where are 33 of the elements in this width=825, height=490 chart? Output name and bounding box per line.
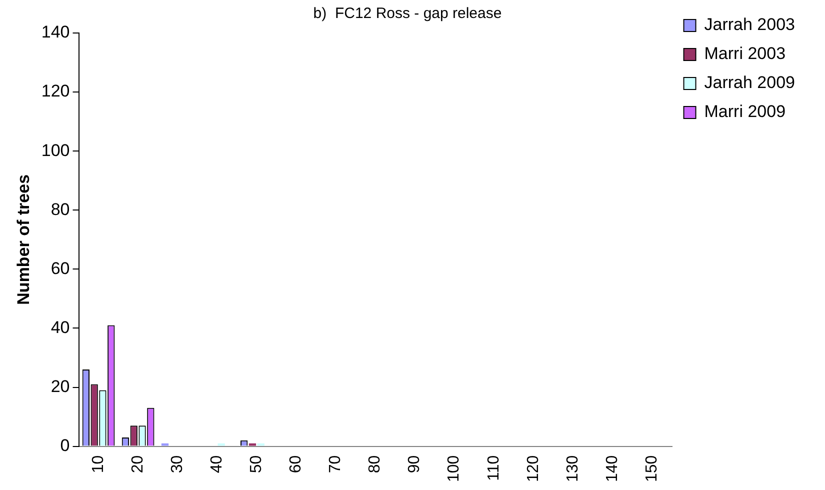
y-tick-label: 120 — [41, 82, 70, 101]
x-tick-label: 50 — [248, 455, 266, 474]
x-tick-label: 10 — [90, 455, 107, 474]
x-tick-label: 70 — [327, 455, 344, 474]
x-tick-label: 30 — [169, 455, 186, 474]
y-axis-title: Number of trees — [14, 174, 33, 305]
y-tick-label: 100 — [41, 140, 70, 160]
x-tick-label: 90 — [406, 455, 424, 474]
y-tick-label: 40 — [50, 318, 70, 337]
x-tick-label: 130 — [564, 455, 582, 482]
y-tick-label: 140 — [41, 22, 70, 42]
legend-label: Jarrah 2009 — [704, 73, 796, 92]
y-tick-label: 0 — [60, 436, 70, 455]
x-tick-label: 110 — [485, 455, 502, 481]
y-tick-label: 60 — [50, 258, 70, 278]
x-tick-label: 80 — [366, 455, 384, 474]
y-tick-label: 20 — [50, 376, 70, 396]
x-tick-label: 100 — [446, 455, 463, 482]
x-tick-label: 20 — [129, 455, 146, 474]
bar — [248, 443, 256, 446]
chart-title: b) FC12 Ross - gap release — [313, 5, 502, 22]
legend-label: Jarrah 2003 — [704, 15, 796, 34]
legend-label: Marri 2003 — [704, 44, 786, 64]
bar — [257, 443, 264, 446]
y-tick-label: 80 — [50, 200, 70, 219]
legend-label: Marri 2009 — [704, 102, 786, 122]
x-tick-label: 140 — [604, 455, 621, 482]
bar — [218, 443, 225, 446]
x-tick-label: 120 — [524, 455, 542, 482]
x-tick-label: 150 — [643, 455, 660, 482]
x-tick-label: 60 — [288, 455, 305, 474]
bar — [161, 443, 169, 446]
x-tick-label: 40 — [208, 455, 226, 474]
